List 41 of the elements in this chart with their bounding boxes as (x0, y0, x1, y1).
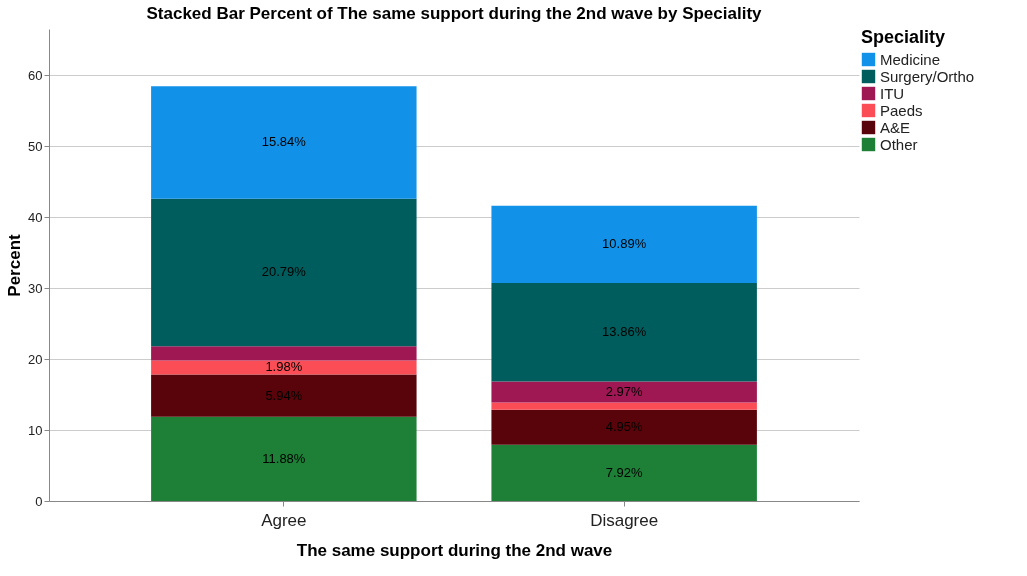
legend-title: Speciality (861, 27, 946, 47)
y-tick-label: 50 (28, 138, 43, 154)
legend-label: A&E (880, 118, 911, 136)
bar (491, 402, 757, 410)
data-label: 2.97% (605, 384, 644, 400)
bar (151, 374, 417, 417)
bar (491, 283, 757, 382)
bar (491, 444, 757, 501)
y-tick-label: 60 (28, 67, 43, 83)
y-tick-label: 0 (35, 493, 43, 509)
x-tick-label: Agree (261, 510, 307, 530)
y-tick-label: 30 (28, 280, 43, 296)
data-label: 7.92% (605, 464, 644, 480)
data-label: 4.95% (605, 419, 644, 435)
data-label: 15.84% (261, 134, 307, 150)
data-label: 11.88% (262, 450, 306, 466)
data-label: 20.79% (261, 264, 307, 280)
bar (491, 205, 757, 284)
y-tick-label: 40 (28, 209, 43, 225)
legend-label: Paeds (880, 101, 923, 119)
bar (491, 381, 757, 403)
bar (151, 346, 417, 361)
data-label: 13.86% (602, 324, 647, 340)
legend-label: ITU (880, 84, 905, 102)
bar (151, 86, 417, 199)
bar (151, 360, 417, 375)
y-axis-title: Percent (5, 233, 25, 297)
data-label: 1.98% (265, 359, 303, 375)
data-label: 10.89% (602, 236, 647, 252)
bar (491, 409, 757, 445)
bar (151, 416, 417, 501)
legend-label: Surgery/Ortho (880, 67, 975, 85)
y-tick-label: 10 (28, 422, 43, 438)
y-tick-label: 20 (28, 351, 43, 367)
data-label: 5.94% (265, 387, 303, 403)
chart-title: Stacked Bar Percent of The same support during the 2nd wave by Speciality (146, 4, 763, 23)
legend-label: Medicine (880, 50, 941, 68)
x-tick-label: Disagree (590, 510, 659, 530)
x-axis-title: The same support during the 2nd wave (296, 540, 613, 560)
bar (151, 198, 417, 347)
legend-label: Other (880, 135, 918, 153)
